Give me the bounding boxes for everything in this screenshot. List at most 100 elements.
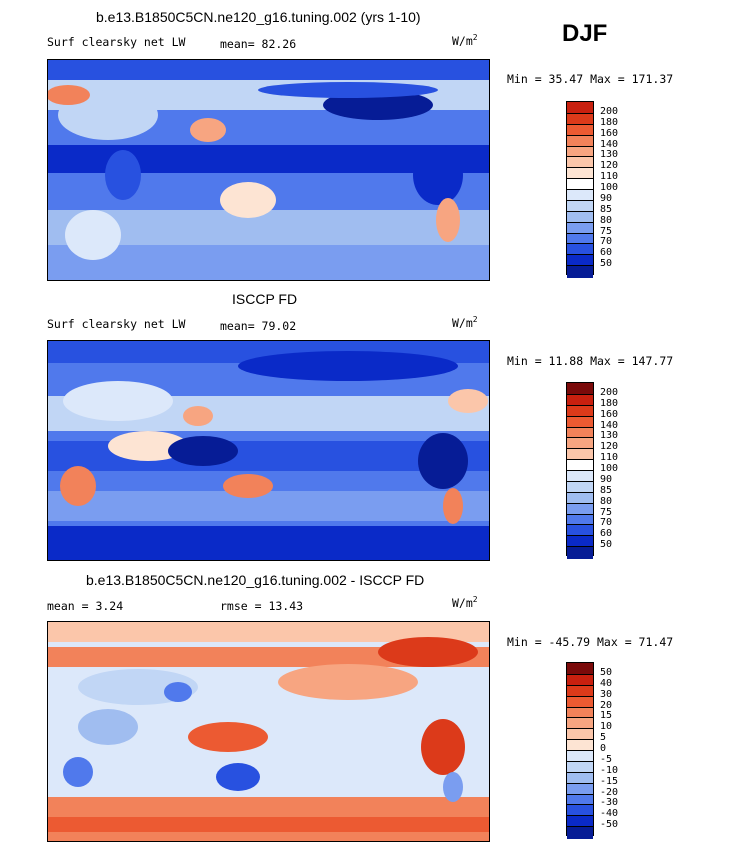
panel1-mean-label: mean= 82.26 <box>220 37 297 51</box>
colorbar-tick-label: 120 <box>600 441 619 453</box>
colorbar-tick-label: 80 <box>600 495 613 507</box>
colorbar-swatch <box>567 134 593 147</box>
colorbar-swatch <box>567 265 593 278</box>
panel1-title: b.e13.B1850C5CN.ne120_g16.tuning.002 (yr… <box>96 9 421 25</box>
colorbar-swatch <box>567 717 593 730</box>
colorbar-swatch <box>567 546 593 559</box>
colorbar-swatch <box>567 695 593 708</box>
colorbar-tick-label: 180 <box>600 397 619 409</box>
colorbar-tick-label: 130 <box>600 430 619 442</box>
colorbar-swatch <box>567 437 593 450</box>
colorbar-swatch <box>567 167 593 180</box>
colorbar-tick-label: 160 <box>600 127 619 139</box>
panel3-units: W/m2 <box>452 595 478 610</box>
colorbar-tick-label: 70 <box>600 236 613 248</box>
panel2-colorbar-swatches <box>566 382 594 559</box>
colorbar-tick-label: -30 <box>600 797 619 809</box>
panel3-title: b.e13.B1850C5CN.ne120_g16.tuning.002 - I… <box>86 572 425 588</box>
colorbar-swatch <box>567 815 593 828</box>
colorbar-tick-label: 100 <box>600 463 619 474</box>
colorbar-tick-label: 90 <box>600 192 613 204</box>
panel2-map-field <box>48 341 489 560</box>
colorbar-tick-label: -5 <box>600 753 613 765</box>
colorbar-tick-label: 110 <box>600 452 619 464</box>
colorbar-swatch <box>567 750 593 763</box>
panel1-colorbar-swatches <box>566 101 594 278</box>
colorbar-tick-label: 120 <box>600 160 619 172</box>
colorbar-swatch <box>567 404 593 418</box>
colorbar-tick-label: -20 <box>600 786 619 798</box>
colorbar-swatch <box>567 254 593 267</box>
panel2-mean-label: mean= 79.02 <box>220 319 297 333</box>
colorbar-tick-label: 85 <box>600 203 613 215</box>
colorbar-swatch <box>567 470 593 483</box>
colorbar-tick-label: 90 <box>600 473 613 485</box>
colorbar-swatch <box>567 123 593 137</box>
colorbar-swatch <box>567 112 593 126</box>
colorbar-tick-label: 75 <box>600 225 613 237</box>
panel2-variable-label: Surf clearsky net LW <box>47 317 186 331</box>
panel3-minmax: Min = -45.79 Max = 71.47 <box>507 635 674 649</box>
colorbar-swatch <box>567 771 593 785</box>
colorbar-tick-label: 40 <box>600 677 613 689</box>
colorbar-tick-label: -10 <box>600 764 619 776</box>
colorbar-swatch <box>567 480 593 494</box>
colorbar-tick-label: 200 <box>600 105 619 117</box>
colorbar-swatch <box>567 739 593 752</box>
colorbar-tick-label: 5 <box>600 732 607 744</box>
panel3-map-field <box>48 622 489 841</box>
colorbar-tick-label: 60 <box>600 247 613 259</box>
colorbar-swatch <box>567 491 593 505</box>
colorbar-swatch <box>567 426 593 439</box>
colorbar-swatch <box>567 535 593 548</box>
colorbar-swatch <box>567 673 593 687</box>
colorbar-tick-label: 110 <box>600 171 619 183</box>
colorbar-tick-label: 85 <box>600 484 613 496</box>
colorbar-tick-label: 30 <box>600 688 613 700</box>
panel1-map <box>47 59 490 281</box>
colorbar-swatch <box>567 383 593 395</box>
colorbar-swatch <box>567 210 593 224</box>
panel2-minmax: Min = 11.88 Max = 147.77 <box>507 354 674 368</box>
panel2-title: ISCCP FD <box>232 291 298 307</box>
colorbar-tick-label: 180 <box>600 116 619 128</box>
colorbar-swatch <box>567 706 593 719</box>
colorbar-swatch <box>567 156 593 169</box>
colorbar-tick-label: 50 <box>600 258 613 270</box>
colorbar-swatch <box>567 793 593 806</box>
colorbar-swatch <box>567 189 593 202</box>
colorbar-tick-label: 50 <box>600 539 613 551</box>
panel1-map-field <box>48 60 489 280</box>
colorbar-swatch <box>567 684 593 698</box>
colorbar-swatch <box>567 232 593 245</box>
colorbar-tick-label: 15 <box>600 710 613 722</box>
colorbar-tick-label: 140 <box>600 138 619 150</box>
colorbar-tick-label: 70 <box>600 517 613 529</box>
colorbar-swatch <box>567 663 593 675</box>
colorbar-swatch <box>567 459 593 472</box>
colorbar-swatch <box>567 243 593 256</box>
colorbar-swatch <box>567 448 593 461</box>
colorbar-swatch <box>567 804 593 817</box>
season-label: DJF <box>562 20 608 47</box>
colorbar-tick-label: -40 <box>600 808 619 820</box>
colorbar-swatch <box>567 415 593 428</box>
panel1-variable-label: Surf clearsky net LW <box>47 35 186 49</box>
colorbar-tick-label: 75 <box>600 506 613 518</box>
panel3-rmse-label: rmse = 13.43 <box>220 599 304 613</box>
colorbar-swatch <box>567 178 593 191</box>
panel3-mean-label: mean = 3.24 <box>47 599 124 613</box>
colorbar-swatch <box>567 393 593 407</box>
panel2-map <box>47 340 490 561</box>
colorbar-swatch <box>567 760 593 774</box>
colorbar-swatch <box>567 502 593 515</box>
colorbar-tick-label: 200 <box>600 386 619 398</box>
colorbar-tick-label: 50 <box>600 666 613 678</box>
panel2-units: W/m2 <box>452 315 478 330</box>
colorbar-tick-label: 60 <box>600 528 613 540</box>
colorbar-swatch <box>567 221 593 234</box>
colorbar-tick-label: 20 <box>600 699 613 711</box>
panel1-units: W/m2 <box>452 33 478 48</box>
colorbar-swatch <box>567 524 593 537</box>
colorbar-tick-label: 0 <box>600 743 607 754</box>
